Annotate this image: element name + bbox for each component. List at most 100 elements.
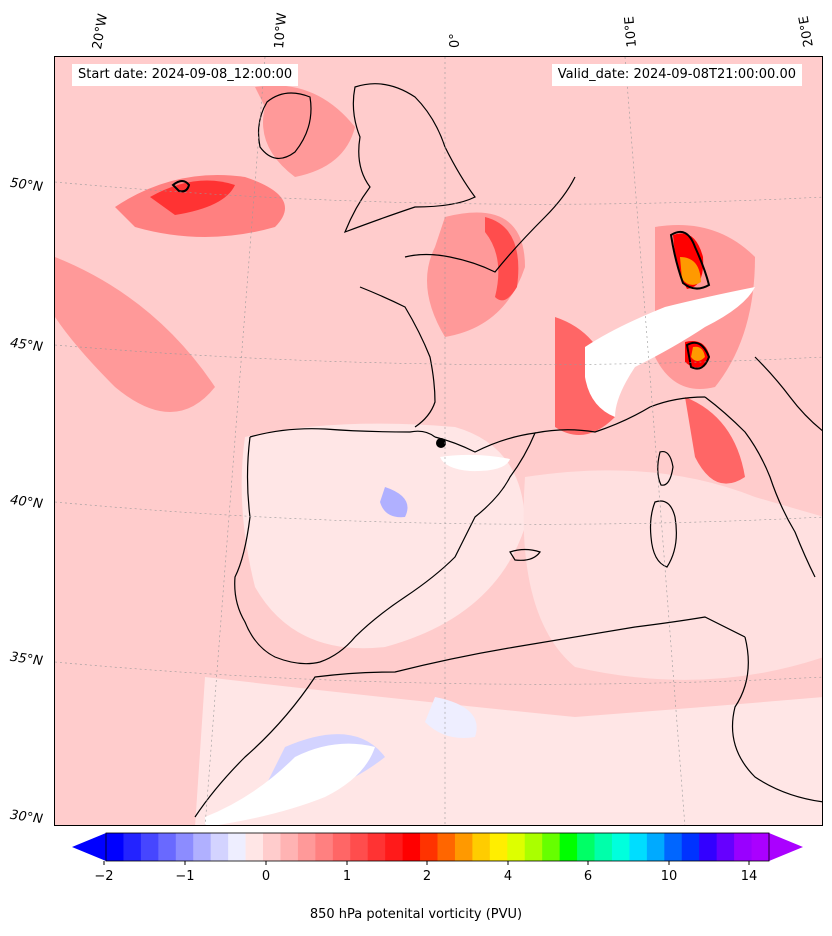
coastline-france-north bbox=[404, 176, 576, 273]
colorbar-cell bbox=[542, 833, 561, 861]
coastline-corsica bbox=[657, 450, 674, 486]
colorbar-cell bbox=[507, 833, 526, 861]
colorbar-cell bbox=[193, 833, 212, 861]
colorbar-cell bbox=[315, 833, 334, 861]
contour-italy bbox=[685, 341, 711, 370]
colorbar-cell bbox=[175, 833, 194, 861]
colorbar-cell bbox=[577, 833, 596, 861]
pv-field-mediterranean bbox=[523, 470, 822, 680]
colorbar-cell bbox=[681, 833, 700, 861]
colorbar-cell bbox=[699, 833, 718, 861]
colorbar-cell bbox=[489, 833, 508, 861]
pv-field-iberia bbox=[241, 423, 525, 649]
pv-field-blue-patch-2 bbox=[380, 487, 408, 518]
colorbar-low-extend bbox=[72, 833, 106, 861]
colorbar-cell bbox=[297, 833, 316, 861]
lon-label-10e: 10°E bbox=[622, 15, 640, 49]
lon-label-20w: 20°W bbox=[90, 12, 112, 51]
lon-label-20e: 20°E bbox=[796, 14, 817, 48]
colorbar-cell bbox=[559, 833, 578, 861]
colorbar-cell bbox=[594, 833, 613, 861]
pv-field-blue-patch bbox=[425, 697, 477, 738]
colorbar-cell bbox=[629, 833, 648, 861]
start-date-label: Start date: 2024-09-08_12:00:00 bbox=[72, 64, 299, 86]
map-svg bbox=[55, 57, 822, 825]
colorbar-cell bbox=[664, 833, 683, 861]
colorbar-high-extend bbox=[769, 833, 803, 861]
contour-pyrenees-dot bbox=[436, 438, 446, 448]
coastlines bbox=[194, 83, 822, 818]
colorbar-cell bbox=[402, 833, 421, 861]
colorbar-ticks: −2 −1 0 1 2 4 6 10 14 bbox=[94, 861, 757, 884]
colorbar-cell bbox=[280, 833, 299, 861]
colorbar-tick-label: 1 bbox=[343, 869, 351, 884]
colorbar-cell bbox=[367, 833, 386, 861]
colorbar-cell bbox=[332, 833, 351, 861]
colorbar-cell bbox=[228, 833, 247, 861]
pv-field-ireland bbox=[255, 85, 355, 177]
valid-date-label: Valid_date: 2024-09-08T21:00:00.00 bbox=[551, 64, 802, 86]
colorbar-tick-label: 10 bbox=[661, 869, 678, 884]
lon-label-0: 0° bbox=[448, 33, 463, 48]
colorbar-cell bbox=[611, 833, 630, 861]
colorbar-cell bbox=[350, 833, 369, 861]
colorbar-cell bbox=[472, 833, 491, 861]
coastline-france-west bbox=[359, 286, 436, 428]
lat-label-40n: 40°N bbox=[9, 492, 44, 513]
colorbar-cell bbox=[140, 833, 159, 861]
pv-max-italy-core bbox=[691, 346, 705, 361]
pv-field-west bbox=[55, 257, 215, 412]
colorbar-cell bbox=[245, 833, 264, 861]
lat-label-50n: 50°N bbox=[9, 175, 44, 196]
lon-label-10w: 10°W bbox=[272, 12, 291, 50]
colorbar-cell bbox=[454, 833, 473, 861]
colorbar-cell bbox=[263, 833, 281, 861]
lat-label-45n: 45°N bbox=[9, 335, 44, 356]
coastline-iberia-west bbox=[234, 436, 321, 665]
colorbar-cells bbox=[106, 833, 770, 861]
coastline-italy-east bbox=[754, 356, 822, 432]
pv-field-north-africa bbox=[195, 677, 822, 825]
coastline-france-south bbox=[534, 396, 706, 434]
coastline-baleares bbox=[509, 548, 541, 561]
colorbar-cell bbox=[106, 833, 124, 861]
colorbar-cell bbox=[751, 833, 770, 861]
graticule-lon-10w bbox=[204, 57, 266, 825]
colorbar-tick-label: −2 bbox=[94, 869, 113, 884]
colorbar-cell bbox=[646, 833, 665, 861]
contour-atlantic bbox=[171, 180, 191, 193]
colorbar-tick-label: 14 bbox=[741, 869, 758, 884]
colorbar-tick-label: 0 bbox=[262, 869, 270, 884]
pyrenees-masked-area bbox=[440, 454, 510, 472]
colorbar-cell bbox=[158, 833, 177, 861]
colorbar-cell bbox=[734, 833, 753, 861]
colorbar-cell bbox=[716, 833, 735, 861]
coastline-north-africa bbox=[194, 616, 746, 818]
coastline-iberia-north bbox=[249, 428, 436, 438]
colorbar-cell bbox=[123, 833, 142, 861]
pv-field-biscay-core bbox=[485, 217, 519, 301]
colorbar-title: 850 hPa potenital vorticity (PVU) bbox=[309, 907, 523, 922]
colorbar-tick-label: 2 bbox=[423, 869, 431, 884]
pv-max-alps-core bbox=[680, 257, 701, 285]
contour-alps bbox=[669, 231, 711, 290]
coastline-italy bbox=[704, 396, 816, 578]
map-frame bbox=[54, 56, 823, 826]
alps-masked-area bbox=[585, 287, 755, 417]
coastline-iberia-east bbox=[319, 432, 536, 663]
colorbar-tick-label: 4 bbox=[504, 869, 512, 884]
coastline-britain bbox=[343, 83, 476, 234]
colorbar-cell bbox=[524, 833, 543, 861]
coastline-tunisia bbox=[731, 636, 822, 803]
colorbar-tick-label: −1 bbox=[175, 869, 194, 884]
colorbar-tick-label: 6 bbox=[584, 869, 592, 884]
colorbar-cell bbox=[210, 833, 229, 861]
colorbar-outline bbox=[105, 832, 770, 862]
lat-label-35n: 35°N bbox=[9, 649, 44, 670]
coastline-ireland bbox=[257, 92, 312, 159]
pv-contours bbox=[171, 180, 711, 370]
colorbar-cell bbox=[420, 833, 438, 861]
pv-field-italy bbox=[685, 397, 745, 484]
colorbar-cell bbox=[437, 833, 456, 861]
lat-label-30n: 30°N bbox=[9, 807, 44, 828]
